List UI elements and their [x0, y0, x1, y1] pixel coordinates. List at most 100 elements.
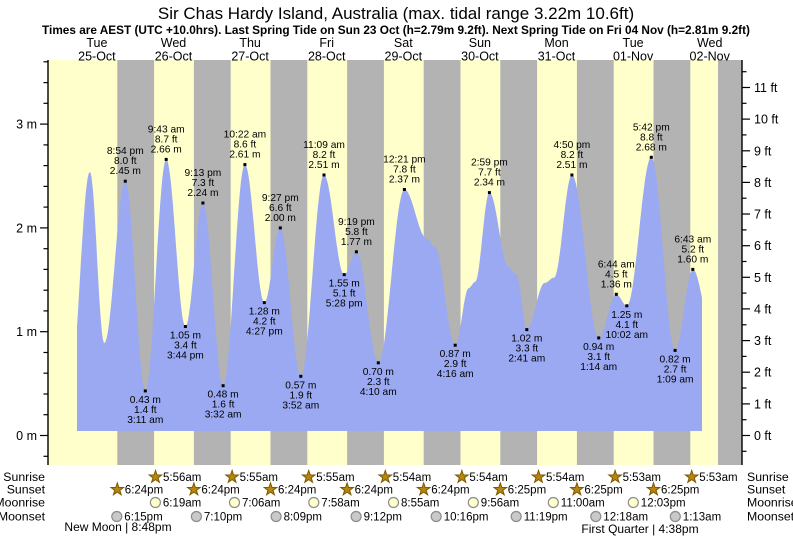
high-tide-annotation: 9:19 pm: [338, 217, 375, 228]
high-tide-annotation: 2.24 m: [187, 188, 218, 199]
moonset-moon-icon: [590, 510, 602, 523]
sunset-time: 6:24pm: [278, 485, 316, 497]
row-label-right-moonset: Moonset: [747, 510, 793, 524]
tide-extreme-dot: [453, 343, 457, 347]
sun-star-icon: [262, 481, 279, 497]
sunrise-time: 5:55am: [240, 472, 278, 484]
tide-extreme-dot: [262, 301, 266, 305]
day-date-label: 01-Nov: [613, 50, 654, 64]
sunrise-time: 5:54am: [469, 472, 507, 484]
day-name-label: Tue: [86, 36, 107, 50]
moonrise-moon-icon: [149, 496, 161, 509]
right-axis-tick-label: 4 ft: [754, 302, 772, 316]
row-label-left-moonrise: Moonrise: [0, 496, 45, 510]
subtitle: Times are AEST (UTC +10.0hrs). Last Spri…: [42, 23, 750, 37]
low-tide-annotation: 0.87 m: [440, 349, 471, 360]
sunrise-time: 5:56am: [163, 472, 201, 484]
sunset-time: 6:24pm: [125, 485, 163, 497]
day-name-label: Fri: [319, 36, 334, 50]
sun-star-icon: [377, 468, 394, 484]
low-tide-annotation: 1.4 ft: [134, 405, 157, 416]
day-name-label: Thu: [239, 36, 261, 50]
moonrise-moon-icon: [627, 496, 639, 509]
tide-extreme-dot: [299, 374, 303, 378]
high-tide-annotation: 2.61 m: [229, 150, 260, 161]
moonrise-time: 7:06am: [242, 498, 280, 510]
right-axis-tick-label: 10 ft: [754, 113, 779, 127]
moonset-time: 1:13am: [683, 512, 721, 524]
high-tide-annotation: 7.7 ft: [478, 168, 501, 179]
high-tide-annotation: 9:27 pm: [262, 193, 299, 204]
row-label-left-sunrise: Sunrise: [3, 470, 45, 484]
moonrise-time: 8:55am: [401, 498, 439, 510]
tide-extreme-dot: [143, 389, 147, 393]
high-tide-annotation: 2.45 m: [110, 166, 141, 177]
sun-star-icon: [109, 481, 126, 497]
high-tide-annotation: 6.6 ft: [269, 203, 292, 214]
moonset-moon-icon: [350, 510, 362, 523]
moonrise-moon-icon: [387, 496, 400, 509]
high-tide-annotation: 5.8 ft: [345, 227, 368, 238]
day-date-label: 29-Oct: [385, 50, 423, 64]
low-tide-annotation: 1.05 m: [170, 331, 201, 342]
day-date-label: 30-Oct: [461, 50, 499, 64]
high-tide-annotation: 8.2 ft: [313, 150, 336, 161]
moonset-time: 11:19pm: [524, 512, 568, 524]
sun-star-icon: [683, 468, 700, 484]
day-date-label: 02-Nov: [690, 50, 731, 64]
low-tide-annotation: 1.6 ft: [212, 400, 235, 411]
high-tide-annotation: 1.36 m: [601, 279, 632, 290]
moonset-moon-icon: [270, 510, 282, 523]
sunset-time: 6:25pm: [584, 485, 622, 497]
low-tide-annotation: 4:10 am: [360, 387, 397, 398]
high-tide-annotation: 8.2 ft: [561, 150, 584, 161]
sunrise-time: 5:54am: [393, 472, 431, 484]
high-tide-annotation: 2.66 m: [151, 144, 182, 155]
tide-extreme-dot: [278, 226, 282, 230]
right-axis-tick-label: 0 ft: [754, 429, 772, 443]
sun-star-icon: [569, 481, 585, 497]
moon-phase-label: New Moon | 8:48pm: [64, 520, 171, 534]
low-tide-annotation: 0.94 m: [583, 342, 614, 353]
sun-star-icon: [492, 481, 509, 497]
tide-extreme-dot: [597, 336, 601, 340]
right-axis-tick-label: 11 ft: [754, 81, 778, 95]
tide-extreme-dot: [673, 348, 677, 352]
tide-extreme-dot: [525, 328, 529, 332]
right-axis-tick-label: 6 ft: [754, 239, 772, 253]
left-axis-tick-label: 2 m: [16, 221, 37, 235]
moonrise-moon-icon: [467, 496, 479, 509]
tide-extreme-dot: [614, 292, 618, 296]
high-tide-annotation: 12:21 pm: [383, 155, 425, 166]
high-tide-annotation: 2.68 m: [636, 142, 667, 153]
day-date-label: 31-Oct: [538, 50, 576, 64]
high-tide-annotation: 9:13 pm: [184, 168, 221, 179]
right-axis-tick-label: 9 ft: [754, 144, 772, 158]
sunset-time: 6:24pm: [355, 485, 393, 497]
tide-extreme-dot: [221, 384, 225, 388]
moonset-moon-icon: [190, 510, 202, 523]
low-tide-annotation: 3:44 pm: [167, 351, 204, 362]
low-tide-annotation: 4:27 pm: [246, 327, 283, 338]
high-tide-annotation: 2.51 m: [308, 160, 339, 171]
tide-extreme-dot: [691, 267, 695, 271]
low-tide-annotation: 1.55 m: [329, 279, 360, 290]
tide-extreme-dot: [649, 155, 653, 159]
tide-extreme-dot: [487, 191, 491, 195]
night-band: [718, 60, 742, 465]
low-tide-annotation: 3:11 am: [127, 415, 163, 426]
page-title: Sir Chas Hardy Island, Australia (max. t…: [158, 4, 634, 23]
high-tide-annotation: 8.8 ft: [640, 132, 663, 143]
moonrise-time: 9:56am: [481, 498, 519, 510]
low-tide-annotation: 1.9 ft: [289, 390, 312, 401]
tide-extreme-dot: [183, 325, 187, 328]
high-tide-annotation: 8.6 ft: [234, 140, 257, 151]
high-tide-annotation: 9:43 am: [148, 124, 185, 135]
moonset-time: 7:10pm: [204, 512, 242, 524]
tide-extreme-dot: [625, 304, 629, 308]
right-axis-tick-label: 3 ft: [754, 334, 772, 348]
high-tide-annotation: 4:50 pm: [553, 140, 590, 151]
sun-star-icon: [339, 481, 355, 497]
moonrise-moon-icon: [228, 496, 241, 509]
